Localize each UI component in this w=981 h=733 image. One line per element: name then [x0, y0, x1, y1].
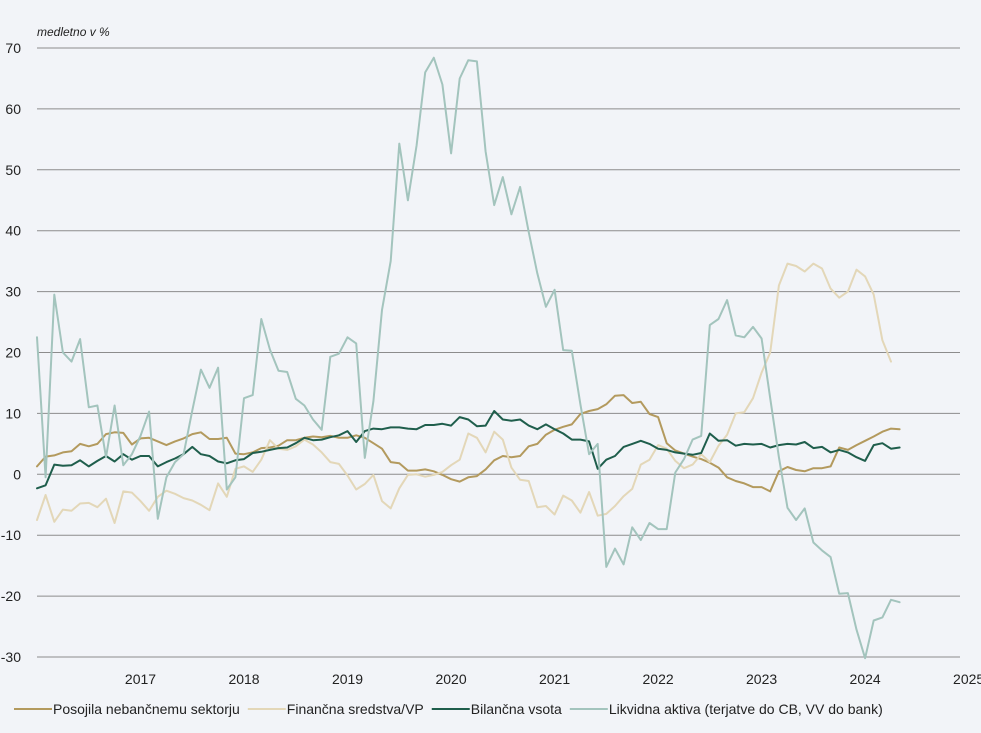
gridlines [37, 47, 960, 658]
legend-label: Bilančna vsota [471, 701, 562, 717]
y-tick-label: 50 [5, 162, 21, 178]
x-tick-label: 2025 [953, 671, 981, 687]
y-tick-label: 40 [5, 223, 21, 239]
x-tick-label: 2023 [746, 671, 777, 687]
y-axis-unit-label: medletno v % [37, 25, 110, 39]
legend-label: Posojila nebančnemu sektorju [53, 701, 240, 717]
y-tick-label: -10 [1, 527, 21, 543]
y-axis-tick-labels: -30 -20 -10 0 10 20 30 40 50 60 70 [1, 40, 21, 665]
y-tick-label: -30 [1, 649, 21, 665]
y-tick-label: 10 [5, 405, 21, 421]
y-tick-label: 60 [5, 101, 21, 117]
y-tick-label: -20 [1, 588, 21, 604]
x-tick-label: 2017 [125, 671, 156, 687]
series-lines [36, 56, 901, 660]
legend-label: Likvidna aktiva (terjatve do CB, VV do b… [609, 701, 883, 717]
x-tick-label: 2019 [332, 671, 363, 687]
x-tick-label: 2024 [850, 671, 881, 687]
y-tick-label: 70 [5, 40, 21, 56]
legend: Posojila nebančnemu sektorju Finančna sre… [14, 701, 883, 717]
y-tick-label: 30 [5, 284, 21, 300]
x-tick-label: 2020 [435, 671, 466, 687]
series-line-1 [36, 394, 901, 493]
series-line-4 [36, 56, 901, 660]
x-tick-label: 2022 [643, 671, 674, 687]
legend-label: Finančna sredstva/VP [287, 701, 424, 717]
y-tick-label: 0 [13, 466, 21, 482]
y-tick-label: 20 [5, 345, 21, 361]
series-line-2 [36, 262, 892, 524]
x-tick-label: 2018 [228, 671, 259, 687]
x-tick-label: 2021 [539, 671, 570, 687]
x-axis-tick-labels: 2017 2018 2019 2020 2021 2022 2023 2024 2025 [125, 671, 981, 687]
